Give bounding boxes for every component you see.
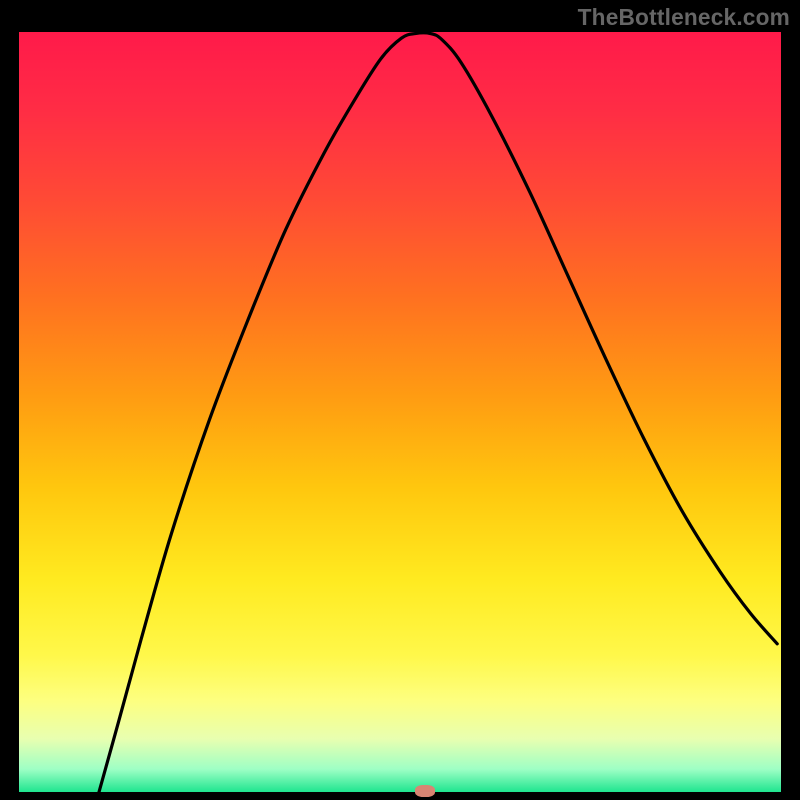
curve-path [99, 33, 777, 792]
stage: TheBottleneck.com [0, 0, 800, 800]
bottleneck-curve [19, 32, 781, 792]
watermark-text: TheBottleneck.com [578, 4, 790, 31]
plot-frame [17, 30, 783, 794]
minimum-marker [415, 785, 435, 797]
